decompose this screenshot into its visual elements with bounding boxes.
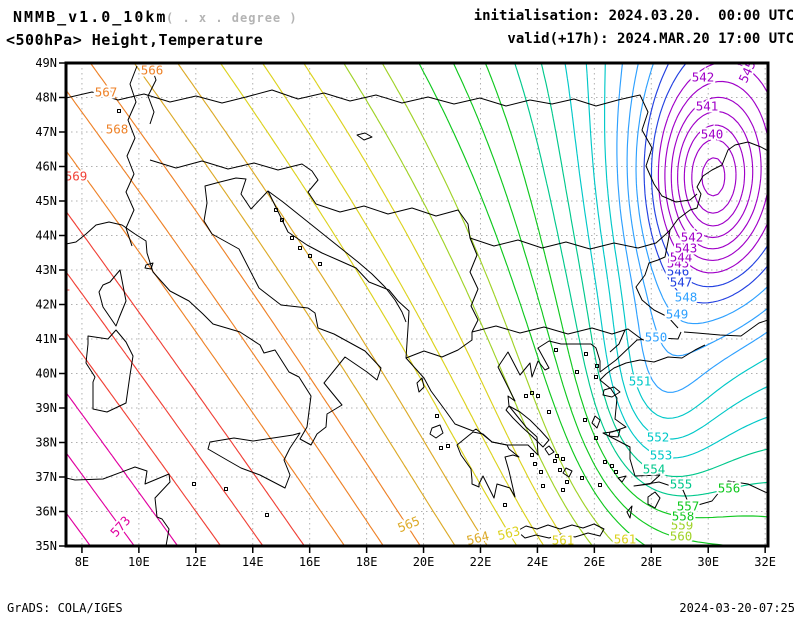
svg-text:573: 573 (107, 513, 133, 540)
svg-text:46N: 46N (35, 160, 57, 174)
svg-text:545: 545 (667, 256, 690, 271)
svg-text:24E: 24E (527, 555, 549, 569)
svg-text:35N: 35N (35, 539, 57, 553)
svg-text:10E: 10E (128, 555, 150, 569)
svg-text:549: 549 (666, 307, 689, 322)
svg-text:561: 561 (614, 532, 637, 547)
svg-text:8E: 8E (75, 555, 89, 569)
coastlines-and-borders (66, 63, 768, 546)
svg-text:30E: 30E (697, 555, 719, 569)
svg-text:543: 543 (675, 241, 698, 256)
svg-text:563: 563 (496, 523, 522, 543)
svg-text:28E: 28E (640, 555, 662, 569)
svg-text:544: 544 (670, 250, 693, 265)
axis-labels: 49N 48N 47N 46N 45N 44N 43N 42N 41N 40N 39N 38N 37N 3… (35, 56, 776, 569)
svg-text:44N: 44N (35, 229, 57, 243)
svg-text:48N: 48N (35, 91, 57, 105)
svg-text:43N: 43N (35, 263, 57, 277)
svg-text:554: 554 (643, 462, 666, 477)
svg-text:32E: 32E (754, 555, 776, 569)
svg-text:47N: 47N (35, 125, 57, 139)
svg-text:548: 548 (675, 290, 698, 305)
svg-text:38N: 38N (35, 436, 57, 450)
svg-text:567: 567 (95, 85, 118, 100)
svg-text:540: 540 (701, 127, 724, 142)
svg-text:542: 542 (681, 230, 704, 245)
svg-text:551: 551 (629, 374, 652, 389)
creation-timestamp: 2024-03-20-07:25 (679, 601, 795, 615)
initialisation-time: initialisation: 2024.03.20. 00:00 UTC (473, 8, 794, 24)
svg-text:39N: 39N (35, 401, 57, 415)
svg-text:12E: 12E (185, 555, 207, 569)
svg-text:16E: 16E (299, 555, 321, 569)
svg-text:555: 555 (670, 477, 693, 492)
units-note: ( . x . degree ) (166, 11, 298, 25)
svg-text:561: 561 (552, 533, 575, 548)
svg-text:41N: 41N (35, 332, 57, 346)
svg-text:49N: 49N (35, 56, 57, 70)
svg-text:553: 553 (650, 448, 673, 463)
svg-text:569: 569 (65, 169, 88, 184)
svg-text:550: 550 (645, 330, 668, 345)
svg-text:552: 552 (647, 430, 670, 445)
svg-text:565: 565 (395, 513, 422, 535)
svg-text:42N: 42N (35, 298, 57, 312)
svg-text:45N: 45N (35, 194, 57, 208)
svg-text:557: 557 (677, 499, 700, 514)
svg-text:560: 560 (670, 529, 693, 544)
svg-text:556: 556 (718, 481, 741, 496)
svg-text:547: 547 (670, 275, 693, 290)
model-title: NMMB_v1.0_10km (13, 8, 168, 26)
svg-text:26E: 26E (584, 555, 606, 569)
svg-text:571: 571 (48, 279, 71, 294)
grads-credit: GrADS: COLA/IGES (7, 601, 123, 615)
svg-text:18E: 18E (356, 555, 378, 569)
svg-text:37N: 37N (35, 470, 57, 484)
svg-text:568: 568 (106, 122, 129, 137)
svg-text:559: 559 (671, 518, 694, 533)
svg-text:542: 542 (692, 70, 715, 85)
svg-text:14E: 14E (242, 555, 264, 569)
svg-text:566: 566 (141, 63, 164, 78)
svg-text:546: 546 (667, 264, 690, 279)
svg-text:36N: 36N (35, 505, 57, 519)
svg-text:20E: 20E (413, 555, 435, 569)
svg-text:40N: 40N (35, 367, 57, 381)
valid-time: valid(+17h): 2024.MAR.20 17:00 UTC (507, 31, 794, 47)
svg-text:541: 541 (696, 99, 719, 114)
svg-text:22E: 22E (470, 555, 492, 569)
svg-text:558: 558 (672, 509, 695, 524)
level-variable-title: <500hPa> Height,Temperature (6, 31, 264, 49)
